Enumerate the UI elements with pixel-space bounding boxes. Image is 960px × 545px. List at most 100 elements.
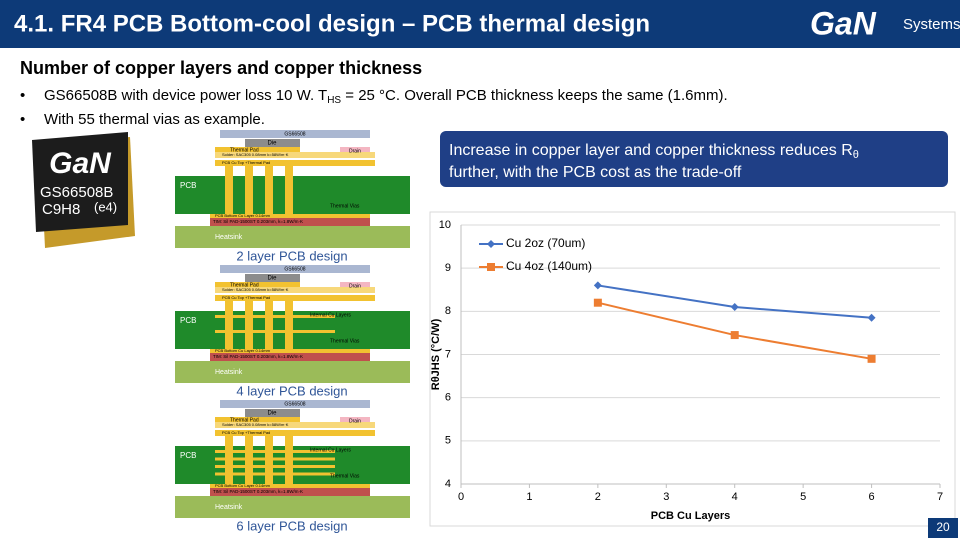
- legend-marker: [487, 263, 495, 271]
- bullet: With 55 thermal vias as example.: [44, 111, 265, 128]
- diagram-label: Drain: [349, 418, 361, 424]
- tim: [210, 488, 370, 496]
- internal-cu: [215, 315, 335, 318]
- diagram-label: PCB Bottom Cu Layer 0.14mm: [215, 213, 271, 218]
- diagram-label: Thermal Vias: [330, 338, 360, 344]
- marker: [593, 298, 602, 307]
- diagram-label: PCB Bottom Cu Layer 0.14mm: [215, 483, 271, 488]
- die: [245, 274, 300, 282]
- y-tick-label: 8: [445, 305, 451, 317]
- tim: [210, 353, 370, 361]
- diagram-label: Thermal Pad: [230, 147, 259, 153]
- die: [245, 409, 300, 417]
- marker: [593, 281, 602, 290]
- marker: [867, 313, 876, 322]
- x-tick-label: 1: [526, 491, 532, 503]
- diagram-label: GS66508: [284, 401, 305, 407]
- via: [225, 436, 233, 486]
- chip-text: C9H8: [42, 201, 80, 218]
- page-number: 20: [936, 520, 950, 534]
- die: [245, 139, 300, 147]
- diagram-caption: 6 layer PCB design: [236, 518, 347, 533]
- diagram-label: PCB Cu Top +Thermal Pad: [222, 295, 270, 300]
- via: [265, 301, 273, 351]
- callout: Increase in copper layer and copper thic…: [449, 142, 859, 161]
- marker: [867, 354, 876, 363]
- package: [220, 265, 370, 273]
- x-tick-label: 0: [458, 491, 464, 503]
- y-tick-label: 7: [445, 348, 451, 360]
- diagram-label: Die: [267, 411, 277, 417]
- diagram-label: Heatsink: [215, 369, 243, 376]
- y-tick-label: 10: [439, 219, 451, 231]
- diagram-label: Die: [267, 276, 277, 282]
- diagram-label: GS66508: [284, 266, 305, 272]
- logo-text: Systems: [903, 16, 960, 33]
- diagram-label: Heatsink: [215, 234, 243, 241]
- diagram-label: PCB: [180, 181, 196, 190]
- diagram-label: Thermal Pad: [230, 417, 259, 423]
- via: [285, 301, 293, 351]
- x-axis-label: PCB Cu Layers: [651, 510, 730, 522]
- diagram-label: Internal Cu Layers: [310, 447, 351, 453]
- tim: [210, 218, 370, 226]
- diagram-caption: 4 layer PCB design: [236, 383, 347, 398]
- diagram-label: TIM: Sil PAD-1500ST 0.203mm, k=1.8W/m·K: [213, 354, 303, 359]
- thermal-pad: [215, 147, 300, 152]
- chip: GaN GS66508B C9H8 (e4): [32, 132, 135, 248]
- drain: [340, 282, 370, 291]
- diagram-label: PCB Bottom Cu Layer 0.14mm: [215, 348, 271, 353]
- diagram-label: Solder: SAC305 0.08mm k=58W/m·K: [222, 287, 289, 292]
- x-tick-label: 6: [869, 491, 875, 503]
- cu-top: [215, 295, 375, 301]
- chip-text: GS66508B: [40, 184, 113, 201]
- thermal-pad: [215, 417, 300, 422]
- diagram-label: TIM: Sil PAD-1500ST 0.203mm, k=1.8W/m·K: [213, 219, 303, 224]
- callout-box: [440, 131, 948, 187]
- via: [225, 301, 233, 351]
- bullet-mark: •: [20, 87, 25, 104]
- diagram-label: Solder: SAC305 0.08mm k=58W/m·K: [222, 422, 289, 427]
- solder: [215, 152, 375, 158]
- y-tick-label: 4: [445, 478, 451, 490]
- chip-text: (e4): [94, 199, 117, 214]
- via: [245, 166, 253, 216]
- heatsink: [175, 496, 410, 518]
- via: [245, 436, 253, 486]
- diagram-label: Thermal Vias: [330, 473, 360, 479]
- chart-frame: [429, 211, 956, 527]
- x-tick-label: 5: [800, 491, 806, 503]
- diagram-label: Solder: SAC305 0.08mm k=58W/m·K: [222, 152, 289, 157]
- page-number-bg: [928, 518, 958, 538]
- y-tick-label: 9: [445, 262, 451, 274]
- internal-cu: [215, 457, 335, 461]
- via: [285, 436, 293, 486]
- internal-cu: [215, 472, 335, 476]
- thermal-pad: [215, 282, 300, 287]
- drain: [340, 417, 370, 426]
- diagram-label: GS66508: [284, 131, 305, 137]
- legend-label: Cu 2oz (70um): [506, 236, 585, 250]
- diagram-label: Thermal Vias: [330, 203, 360, 209]
- bullet: GS66508B with device power loss 10 W. TH…: [44, 87, 728, 106]
- chip-logo: GaN: [49, 147, 112, 180]
- legend-marker: [487, 240, 495, 248]
- via: [265, 166, 273, 216]
- y-tick-label: 6: [445, 392, 451, 404]
- y-axis-label: RθJHS (°C/W): [430, 318, 442, 390]
- y-tick-label: 5: [445, 435, 451, 447]
- logo: GaN: [810, 5, 877, 41]
- cu-bottom: [210, 484, 370, 488]
- cu-top: [215, 160, 375, 166]
- internal-cu: [215, 465, 335, 468]
- diagram-label: Die: [267, 141, 277, 147]
- internal-cu: [215, 330, 335, 333]
- diagram-label: Thermal Pad: [230, 282, 259, 288]
- via: [245, 301, 253, 351]
- callout: further, with the PCB cost as the trade-…: [449, 164, 742, 181]
- diagram-label: Internal Cu Layers: [310, 312, 351, 318]
- drain: [340, 147, 370, 156]
- via: [265, 436, 273, 486]
- x-tick-label: 4: [732, 491, 738, 503]
